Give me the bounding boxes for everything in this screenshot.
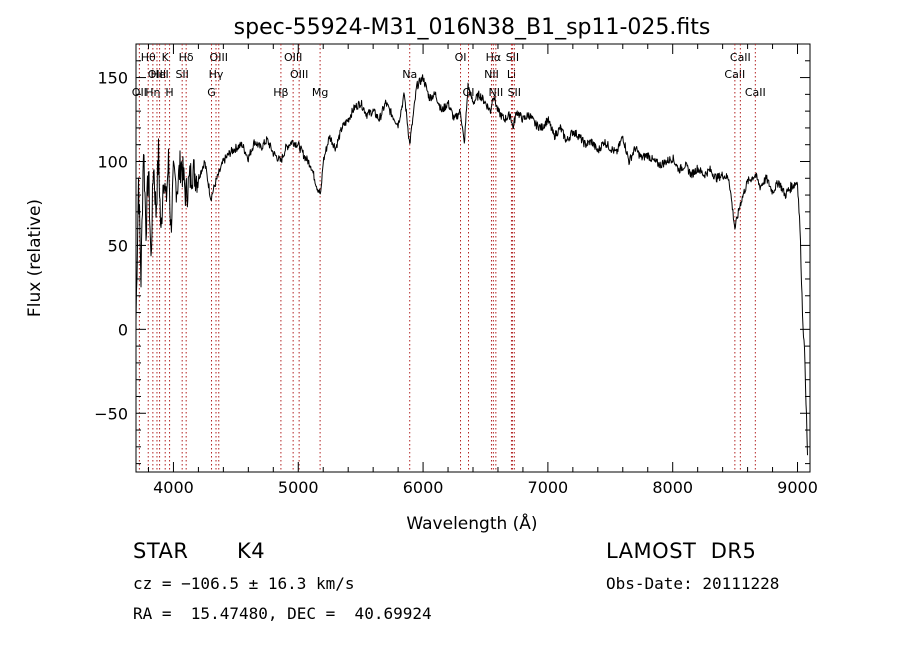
y-tick-label: 100 [97, 152, 128, 171]
line-marker-label: G [207, 86, 216, 99]
line-marker-label: OIII [290, 68, 308, 81]
object-subclass: K4 [237, 539, 266, 563]
line-marker-label: K [162, 51, 170, 64]
line-marker-label: Mg [312, 86, 328, 99]
object-class: STAR [133, 539, 189, 563]
line-marker-label: OII [132, 86, 147, 99]
line-marker-label: OIII [210, 51, 228, 64]
line-marker-label: OIII [148, 68, 166, 81]
chart-title: spec-55924-M31_016N38_B1_sp11-025.fits [234, 15, 711, 40]
line-marker-label: CaII [745, 86, 766, 99]
line-marker-label: SII [506, 51, 519, 64]
x-tick-label: 6000 [403, 478, 444, 497]
spectrum-line [135, 74, 808, 456]
x-tick-label: 7000 [528, 478, 569, 497]
line-marker-label: Hδ [179, 51, 194, 64]
redshift-velocity: cz = −106.5 ± 16.3 km/s [133, 574, 355, 593]
line-marker-label: Hβ [273, 86, 288, 99]
line-marker-label: Hη [145, 86, 160, 99]
line-marker-label: Hθ [141, 51, 156, 64]
line-marker-label: CaII [724, 68, 745, 81]
y-tick-label: 150 [97, 69, 128, 88]
line-marker-label: NII [484, 68, 499, 81]
x-tick-label: 9000 [777, 478, 818, 497]
y-axis-label: Flux (relative) [25, 199, 45, 317]
y-tick-label: 0 [118, 320, 128, 339]
y-tick-label: −50 [94, 404, 128, 423]
line-marker-label: NII [488, 86, 503, 99]
survey-name: LAMOST DR5 [606, 539, 757, 563]
line-marker-label: OI [455, 51, 467, 64]
observation-date: Obs-Date: 20111228 [606, 574, 780, 593]
line-marker-label: OI [463, 86, 475, 99]
plot-frame [135, 43, 811, 473]
line-marker-label: Na [402, 68, 417, 81]
y-tick-label: 50 [108, 236, 128, 255]
line-marker-label: Hα [486, 51, 502, 64]
line-marker-label: Hγ [209, 68, 224, 81]
line-marker-label: CaII [730, 51, 751, 64]
x-tick-label: 4000 [153, 478, 194, 497]
line-marker-label: OIII [284, 51, 302, 64]
x-tick-label: 8000 [652, 478, 693, 497]
line-marker-label: SII [508, 86, 521, 99]
coordinates: RA = 15.47480, DEC = 40.69924 [133, 604, 432, 623]
line-marker-label: HeI [150, 68, 168, 81]
line-marker-label: H [165, 86, 173, 99]
line-marker-label: Li [507, 68, 516, 81]
line-marker-label: SII [175, 68, 188, 81]
x-tick-label: 5000 [278, 478, 319, 497]
x-axis-label: Wavelength (Å) [406, 512, 537, 534]
